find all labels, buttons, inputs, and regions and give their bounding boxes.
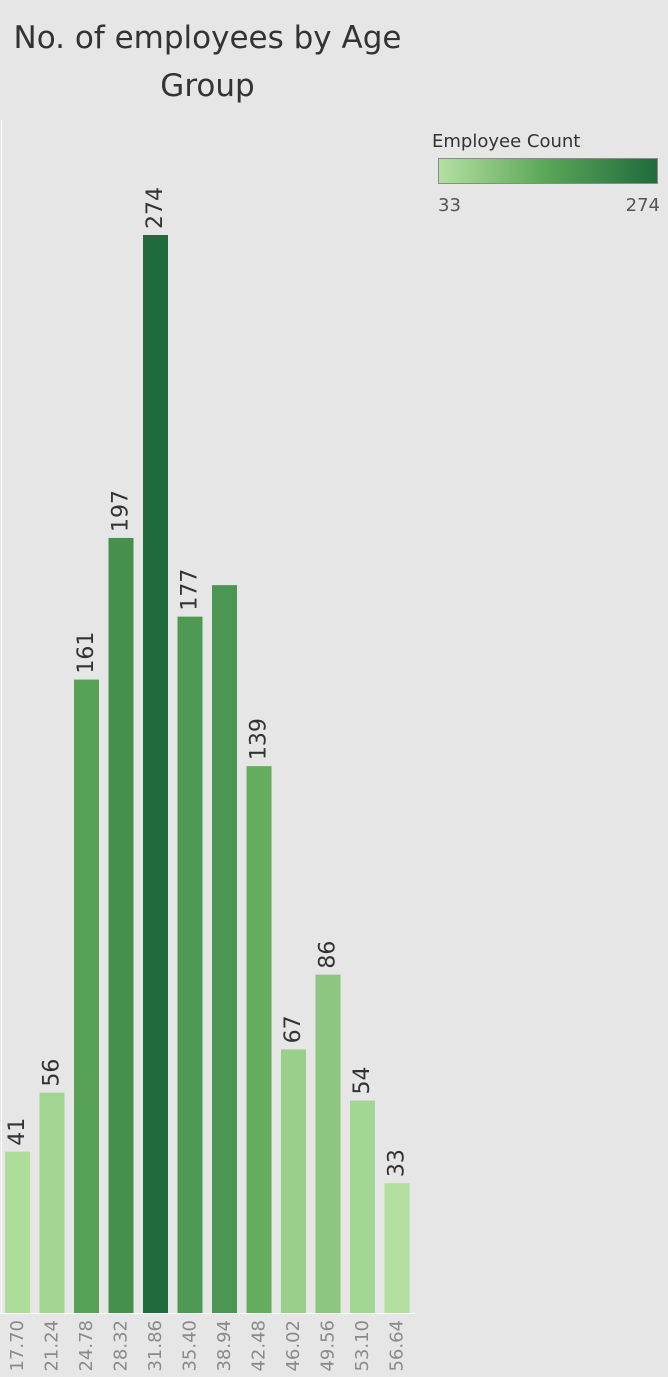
x-tick-label-17.70: 17.70	[7, 1320, 28, 1372]
bar-28.32[interactable]	[108, 537, 134, 1313]
x-tick-label-35.40: 35.40	[180, 1320, 201, 1372]
chart-title-line-1: No. of employees by Age	[13, 20, 402, 56]
bar-53.10[interactable]	[350, 1100, 375, 1313]
data-label-42.48: 139	[247, 718, 272, 760]
data-labels-group: 41 56 161 197 274 177 139 67 86 54 33	[5, 187, 410, 1177]
legend-color-scale	[438, 158, 658, 184]
bar-35.40[interactable]	[177, 616, 203, 1313]
chart-title-line-2: Group	[160, 68, 255, 104]
x-tick-label-42.48: 42.48	[249, 1320, 270, 1372]
data-label-46.02: 67	[281, 1015, 306, 1043]
x-tick-label-31.86: 31.86	[145, 1320, 166, 1372]
data-label-56.64: 33	[385, 1149, 410, 1177]
x-tick-label-46.02: 46.02	[283, 1320, 304, 1372]
x-tick-label-28.32: 28.32	[111, 1320, 132, 1372]
x-tick-label-24.78: 24.78	[76, 1320, 97, 1372]
x-tick-label-56.64: 56.64	[387, 1320, 408, 1372]
legend-title: Employee Count	[432, 131, 581, 152]
x-tick-label-21.24: 21.24	[42, 1320, 63, 1372]
bar-46.02[interactable]	[281, 1049, 306, 1313]
legend-min-label: 33	[438, 195, 461, 216]
x-tick-label-49.56: 49.56	[318, 1320, 339, 1372]
bar-24.78[interactable]	[74, 679, 99, 1313]
chart-title: No. of employees by Age Group	[0, 14, 415, 110]
data-label-31.86: 274	[143, 187, 168, 229]
x-tick-label-53.10: 53.10	[352, 1320, 373, 1372]
bar-42.48[interactable]	[246, 766, 272, 1313]
x-tick-labels-group: 17.70 21.24 24.78 28.32 31.86 35.40 38.94 42.48…	[7, 1320, 408, 1372]
bars-group	[5, 235, 410, 1313]
bar-49.56[interactable]	[315, 974, 341, 1313]
data-label-17.70: 41	[5, 1118, 30, 1146]
data-label-24.78: 161	[74, 632, 99, 674]
bar-21.24[interactable]	[39, 1092, 65, 1313]
x-tick-label-38.94: 38.94	[214, 1320, 235, 1372]
data-label-49.56: 86	[316, 941, 341, 969]
bar-31.86[interactable]	[143, 235, 168, 1313]
bar-38.94[interactable]	[212, 585, 237, 1313]
bar-56.64[interactable]	[384, 1183, 410, 1313]
legend-max-label: 274	[625, 195, 660, 216]
bar-17.70[interactable]	[5, 1151, 30, 1313]
data-label-35.40: 177	[178, 569, 203, 611]
data-label-21.24: 56	[40, 1059, 65, 1087]
data-label-53.10: 54	[350, 1067, 375, 1095]
data-label-28.32: 197	[109, 490, 134, 532]
